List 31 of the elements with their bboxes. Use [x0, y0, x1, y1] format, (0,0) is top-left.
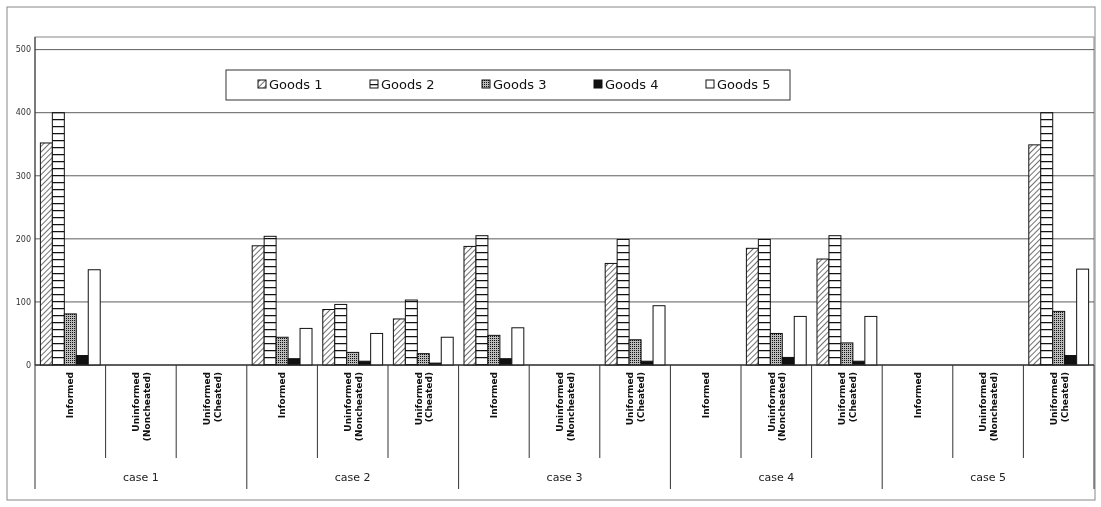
x-tick-label: Uninformed (Noncheated) — [978, 372, 1000, 442]
legend-label: Goods 5 — [717, 76, 771, 92]
y-tick-label: 0 — [25, 360, 31, 370]
x-tick-label: Uninformed (Noncheated) — [554, 372, 576, 442]
legend-label: Goods 3 — [493, 76, 547, 92]
x-tick-label: Uniformed (Cheated) — [837, 372, 858, 426]
x-tick-label: Uninformed (Noncheated) — [131, 372, 152, 442]
text: case 3 — [546, 471, 583, 484]
legend-label: Goods 1 — [269, 76, 323, 92]
x-tick-label: Informed — [700, 372, 711, 419]
x-tick-label: Uniformed (Cheated) — [413, 372, 435, 426]
y-tick-label: 100 — [15, 297, 31, 307]
legend-label: Goods 2 — [381, 76, 435, 92]
x-tick-label: Informed — [912, 372, 923, 419]
text: case 2 — [334, 471, 371, 484]
y-tick-label: 400 — [15, 108, 31, 118]
x-tick-label: Informed — [65, 372, 76, 419]
x-tick-label: Uninformed (Noncheated) — [342, 372, 364, 442]
x-tick-label: Informed — [489, 372, 500, 419]
x-tick-label: Uniformed (Cheated) — [625, 372, 647, 426]
y-tick-label: 300 — [15, 171, 31, 181]
x-tick-label: Uniformed (Cheated) — [1048, 372, 1070, 426]
y-tick-label: 500 — [15, 45, 31, 55]
text: case 1 — [123, 471, 159, 484]
text: case 4 — [758, 471, 795, 484]
text: case 5 — [970, 471, 1006, 484]
legend-label: Goods 4 — [605, 76, 659, 92]
x-tick-label: Uninformed (Noncheated) — [766, 372, 788, 442]
x-tick-label: Informed — [277, 372, 288, 419]
y-tick-label: 200 — [15, 234, 31, 244]
x-tick-label: Uniformed (Cheated) — [201, 372, 223, 426]
